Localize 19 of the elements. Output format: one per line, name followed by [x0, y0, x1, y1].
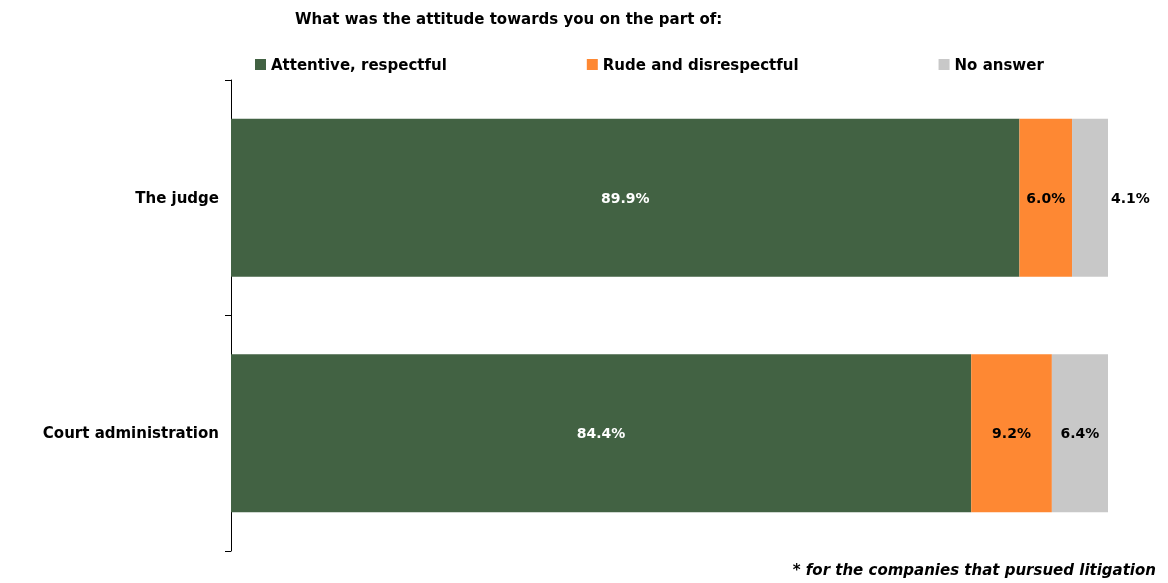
data-label: 89.9%: [600, 189, 650, 206]
data-label: 9.2%: [992, 425, 1031, 442]
bar: [971, 354, 1052, 513]
legend-label: No answer: [954, 55, 1045, 74]
data-label: 6.0%: [1026, 189, 1066, 206]
text: * for the companies that pursued litigation: [792, 560, 1157, 579]
bar: [1051, 354, 1108, 513]
chart-title: What was the attitude towards you on the part of:: [295, 9, 723, 28]
data-label: 84.4%: [576, 425, 626, 442]
bar: [1019, 118, 1073, 277]
data-label: 6.4%: [1060, 425, 1100, 442]
y-tick-label: Court administration: [42, 424, 219, 443]
bar: [231, 118, 1020, 277]
legend-label: Rude and disrespectful: [602, 55, 799, 74]
y-tick-label: The judge: [135, 188, 219, 207]
bar: [231, 354, 972, 513]
legend-label: Attentive, respectful: [271, 55, 447, 74]
bar: [1072, 118, 1108, 277]
data-label: 4.1%: [1111, 189, 1150, 206]
